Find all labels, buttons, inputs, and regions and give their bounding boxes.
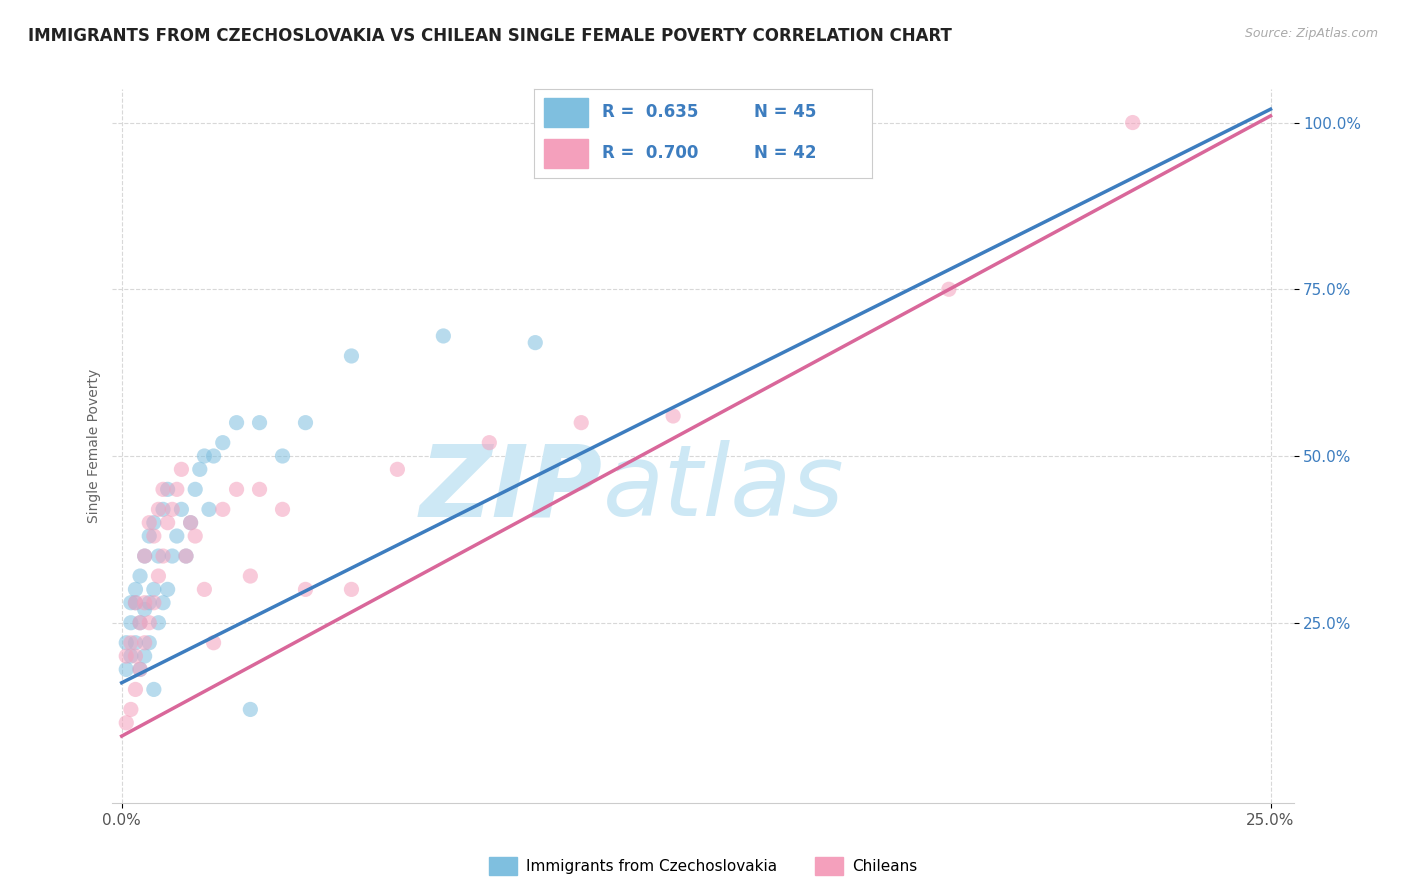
Point — [938, 282, 960, 296]
Point — [211, 502, 233, 516]
Point — [134, 596, 156, 610]
Point — [340, 349, 363, 363]
Point — [120, 636, 142, 650]
Point — [120, 702, 142, 716]
Point — [193, 449, 215, 463]
Point — [120, 649, 142, 664]
Point — [160, 502, 183, 516]
Point — [142, 529, 165, 543]
Point — [170, 502, 193, 516]
Point — [174, 549, 197, 563]
Point — [662, 409, 685, 423]
Point — [115, 649, 138, 664]
Point — [124, 636, 146, 650]
Point — [124, 582, 146, 597]
Point — [156, 483, 179, 497]
Point — [134, 549, 156, 563]
Point — [129, 615, 152, 630]
Point — [271, 502, 294, 516]
Point — [142, 596, 165, 610]
Point — [152, 596, 174, 610]
Point — [148, 615, 170, 630]
Point — [156, 516, 179, 530]
Point — [124, 682, 146, 697]
Text: N = 45: N = 45 — [754, 103, 815, 121]
Text: ZIP: ZIP — [419, 441, 603, 537]
Point — [129, 662, 152, 676]
Text: atlas: atlas — [603, 441, 844, 537]
Point — [115, 662, 138, 676]
Point — [129, 569, 152, 583]
Point — [160, 549, 183, 563]
Point — [202, 449, 225, 463]
Point — [188, 462, 211, 476]
Point — [138, 636, 160, 650]
Text: R =  0.700: R = 0.700 — [602, 145, 699, 162]
Point — [387, 462, 409, 476]
Point — [152, 502, 174, 516]
Point — [294, 416, 316, 430]
Point — [211, 435, 233, 450]
Point — [148, 502, 170, 516]
Point — [184, 483, 207, 497]
Text: N = 42: N = 42 — [754, 145, 815, 162]
Point — [124, 596, 146, 610]
Text: R =  0.635: R = 0.635 — [602, 103, 699, 121]
Point — [134, 636, 156, 650]
Point — [152, 483, 174, 497]
Point — [432, 329, 454, 343]
Point — [180, 516, 202, 530]
Point — [148, 569, 170, 583]
Point — [166, 529, 188, 543]
Point — [478, 435, 501, 450]
Point — [129, 615, 152, 630]
Point — [124, 596, 146, 610]
Point — [225, 483, 247, 497]
Point — [134, 649, 156, 664]
Point — [524, 335, 547, 350]
Point — [120, 596, 142, 610]
Bar — [544, 98, 588, 127]
Point — [166, 483, 188, 497]
Point — [138, 516, 160, 530]
Point — [271, 449, 294, 463]
Point — [142, 682, 165, 697]
Point — [142, 516, 165, 530]
Point — [138, 615, 160, 630]
Point — [148, 549, 170, 563]
Point — [134, 602, 156, 616]
Point — [156, 582, 179, 597]
Point — [1122, 115, 1144, 129]
Point — [198, 502, 221, 516]
Point — [239, 569, 262, 583]
Point — [152, 549, 174, 563]
Y-axis label: Single Female Poverty: Single Female Poverty — [87, 369, 101, 523]
Point — [129, 662, 152, 676]
Point — [174, 549, 197, 563]
Point — [138, 529, 160, 543]
Legend: Immigrants from Czechoslovakia, Chileans: Immigrants from Czechoslovakia, Chileans — [482, 851, 924, 880]
Point — [239, 702, 262, 716]
Point — [294, 582, 316, 597]
Point — [249, 416, 271, 430]
Point — [124, 649, 146, 664]
Point — [249, 483, 271, 497]
Point — [225, 416, 247, 430]
Point — [569, 416, 592, 430]
Point — [138, 596, 160, 610]
Text: IMMIGRANTS FROM CZECHOSLOVAKIA VS CHILEAN SINGLE FEMALE POVERTY CORRELATION CHAR: IMMIGRANTS FROM CZECHOSLOVAKIA VS CHILEA… — [28, 27, 952, 45]
Point — [340, 582, 363, 597]
Point — [120, 615, 142, 630]
Point — [184, 529, 207, 543]
Bar — [544, 139, 588, 168]
Point — [115, 636, 138, 650]
Point — [134, 549, 156, 563]
Point — [115, 715, 138, 730]
Point — [180, 516, 202, 530]
Text: Source: ZipAtlas.com: Source: ZipAtlas.com — [1244, 27, 1378, 40]
Point — [142, 582, 165, 597]
Point — [170, 462, 193, 476]
Point — [202, 636, 225, 650]
Point — [193, 582, 215, 597]
